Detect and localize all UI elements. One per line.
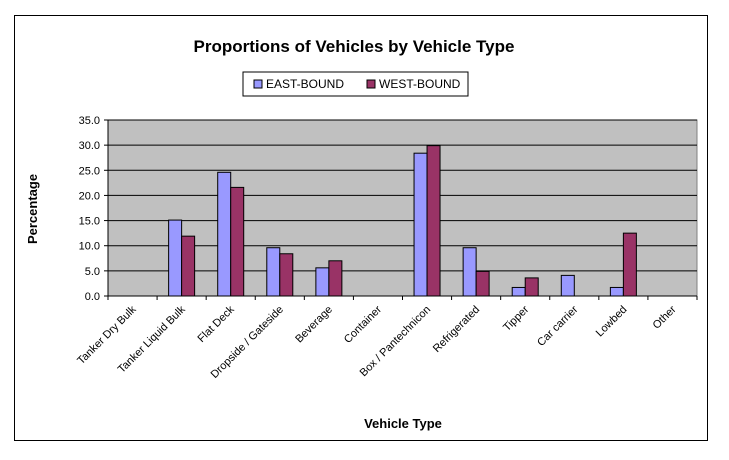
chart-title: Proportions of Vehicles by Vehicle Type bbox=[194, 37, 515, 56]
x-tick-label: Tipper bbox=[501, 303, 531, 333]
bar-east bbox=[168, 219, 183, 297]
bar-west bbox=[524, 277, 539, 297]
y-tick-label: 0.0 bbox=[85, 291, 100, 303]
legend: EAST-BOUND WEST-BOUND bbox=[242, 71, 469, 97]
y-tick-label: 20.0 bbox=[79, 190, 100, 202]
bar-west bbox=[622, 232, 637, 297]
y-tick-label: 30.0 bbox=[79, 140, 100, 152]
legend-label-east: EAST-BOUND bbox=[266, 77, 344, 91]
y-tick-label: 35.0 bbox=[79, 115, 100, 127]
legend-swatch-west bbox=[366, 79, 376, 89]
y-tick-label: 5.0 bbox=[85, 266, 100, 278]
bar-east bbox=[609, 286, 624, 297]
bar-east bbox=[315, 267, 330, 297]
bar-west bbox=[279, 253, 294, 297]
y-tick-label: 25.0 bbox=[79, 165, 100, 177]
x-tick-label: Refrigerated bbox=[431, 304, 482, 355]
x-tick-label: Flat Deck bbox=[195, 303, 237, 345]
bar-east bbox=[266, 247, 281, 297]
y-tick-labels: 0.0 5.0 10.0 15.0 20.0 25.0 30.0 35.0 bbox=[79, 115, 100, 303]
y-tick-label: 10.0 bbox=[79, 241, 100, 253]
x-tick-label: Lowbed bbox=[594, 304, 630, 340]
y-axis-title: Percentage bbox=[25, 174, 40, 244]
legend-label-west: WEST-BOUND bbox=[379, 77, 461, 91]
x-axis-title: Vehicle Type bbox=[364, 416, 442, 431]
x-tick-label: Car carrier bbox=[535, 303, 580, 348]
bar-west bbox=[328, 260, 343, 297]
bar-west bbox=[475, 270, 490, 297]
bar-west bbox=[426, 145, 441, 297]
axes bbox=[107, 120, 698, 300]
bar-west bbox=[230, 186, 245, 297]
bar-east bbox=[217, 171, 232, 297]
bar-east bbox=[511, 286, 526, 297]
y-tick-label: 15.0 bbox=[79, 216, 100, 228]
bar-west bbox=[181, 235, 196, 297]
plot-area bbox=[107, 119, 698, 297]
legend-box bbox=[242, 71, 469, 97]
bar-east bbox=[413, 152, 428, 297]
x-tick-label: Other bbox=[651, 303, 679, 331]
x-tick-label: Beverage bbox=[293, 304, 335, 346]
gridlines bbox=[104, 119, 697, 297]
bar-east bbox=[462, 247, 477, 297]
bar-east bbox=[560, 274, 575, 297]
x-tick-label: Container bbox=[342, 303, 384, 345]
legend-swatch-east bbox=[253, 79, 263, 89]
